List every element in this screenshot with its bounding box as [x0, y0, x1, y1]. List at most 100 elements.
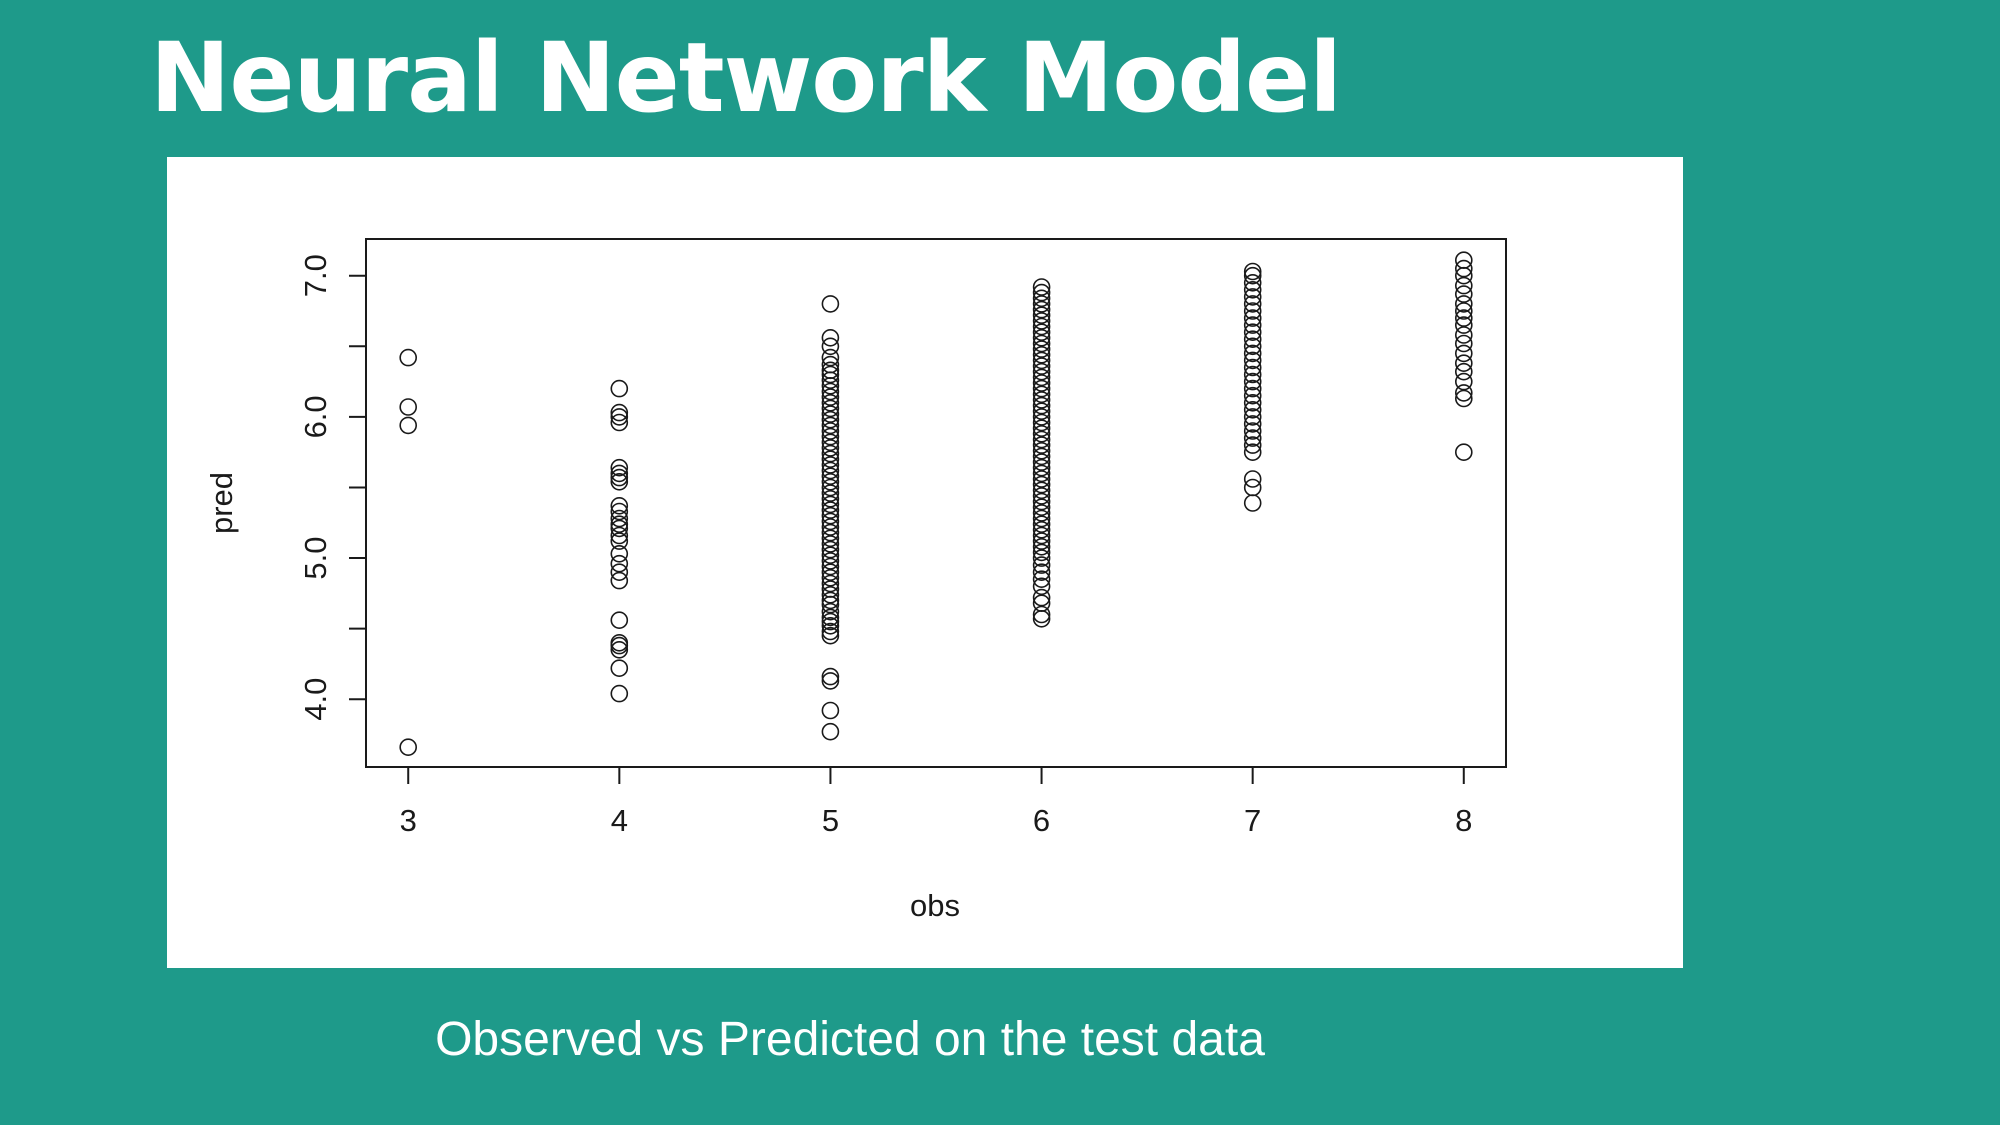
data-point: [821, 399, 840, 418]
data-point: [821, 337, 840, 356]
data-point: [821, 552, 840, 570]
data-point: [821, 580, 840, 598]
data-point: [821, 433, 840, 452]
data-point: [821, 616, 840, 635]
data-point: [1243, 436, 1262, 454]
data-point: [821, 478, 840, 497]
data-point: [1032, 362, 1051, 381]
data-point: [1032, 368, 1051, 387]
data-point: [821, 495, 840, 514]
data-point: [821, 365, 840, 384]
data-point: [1032, 391, 1051, 409]
data-point: [1032, 515, 1051, 534]
data-point: [1455, 326, 1473, 344]
y-tick-label: 6.0: [298, 395, 333, 438]
data-point: [1032, 470, 1051, 488]
data-point: [821, 467, 840, 486]
data-point: [821, 568, 840, 587]
data-point: [1032, 487, 1051, 505]
data-point: [1032, 340, 1051, 358]
data-point: [1243, 408, 1262, 426]
data-point: [1032, 498, 1051, 517]
data-point: [821, 422, 840, 440]
x-tick-label: 4: [611, 803, 628, 838]
data-point: [610, 472, 629, 491]
data-point: [1032, 419, 1051, 438]
data-point: [1243, 351, 1262, 370]
data-point: [1455, 285, 1473, 303]
data-point: [821, 622, 840, 641]
data-point: [1032, 563, 1051, 582]
data-point: [821, 672, 840, 690]
y-tick-label: 4.0: [298, 678, 333, 721]
data-point: [821, 523, 840, 542]
y-axis: 4.0 5.0 6.0 7.0: [298, 254, 367, 721]
data-point: [1455, 259, 1473, 278]
data-point: [821, 518, 840, 536]
data-point: [821, 348, 840, 367]
data-point: [821, 329, 840, 347]
data-point: [1455, 344, 1473, 363]
data-point: [1032, 402, 1051, 420]
slide-caption: Observed vs Predicted on the test data: [435, 1013, 1265, 1066]
data-point: [1032, 588, 1051, 607]
data-point: [610, 526, 629, 545]
data-point: [821, 602, 840, 621]
data-point: [1032, 289, 1051, 308]
data-point: [610, 403, 629, 422]
data-point: [1032, 526, 1051, 545]
data-point: [1243, 262, 1262, 281]
x-axis-label: obs: [910, 888, 960, 923]
data-point: [610, 544, 629, 563]
data-point: [1243, 288, 1262, 306]
data-point: [1032, 430, 1051, 449]
data-point: [1032, 492, 1051, 511]
data-point: [1032, 323, 1051, 341]
data-point: [1032, 556, 1051, 574]
data-point: [610, 496, 629, 515]
data-point: [399, 348, 417, 367]
data-point: [1455, 295, 1473, 313]
data-point: [1032, 453, 1051, 471]
data-point: [821, 444, 840, 463]
data-point: [1032, 317, 1051, 336]
data-point: [1243, 323, 1262, 341]
data-point: [1455, 362, 1473, 381]
data-point: [1243, 358, 1262, 377]
data-point: [1243, 344, 1262, 363]
data-point: [821, 608, 840, 627]
data-point: [1455, 443, 1473, 462]
data-point: [821, 405, 840, 423]
data-point: [1243, 274, 1262, 292]
data-point: [1032, 283, 1051, 302]
data-point: [1032, 346, 1051, 364]
data-point: [1032, 447, 1051, 466]
data-point: [821, 591, 840, 610]
scatter-plot: 3 4 5 6 7 8 4.0 5.0 6.0 7.0 obs pred: [204, 238, 1507, 923]
data-point: [610, 464, 629, 483]
data-point: [1032, 300, 1051, 319]
data-point: [1243, 302, 1262, 320]
data-point: [1032, 520, 1051, 539]
data-point: [821, 355, 840, 374]
data-point: [821, 382, 840, 401]
data-point: [1243, 316, 1262, 334]
data-point: [1243, 443, 1262, 462]
data-point: [1455, 384, 1473, 402]
data-point: [1243, 330, 1262, 348]
data-point: [821, 388, 840, 406]
data-point: [610, 468, 629, 487]
data-point: [821, 295, 840, 313]
data-point: [821, 450, 840, 469]
data-point: [1455, 334, 1473, 353]
data-point: [1243, 266, 1262, 285]
data-point: [1032, 334, 1051, 353]
plot-frame: [365, 238, 1507, 768]
plot-panel: 3 4 5 6 7 8 4.0 5.0 6.0 7.0 obs pred: [167, 157, 1683, 968]
data-point: [1243, 379, 1262, 398]
data-point: [610, 563, 629, 582]
data-point: [610, 408, 629, 426]
data-point: [1243, 281, 1262, 299]
data-point: [821, 612, 840, 631]
